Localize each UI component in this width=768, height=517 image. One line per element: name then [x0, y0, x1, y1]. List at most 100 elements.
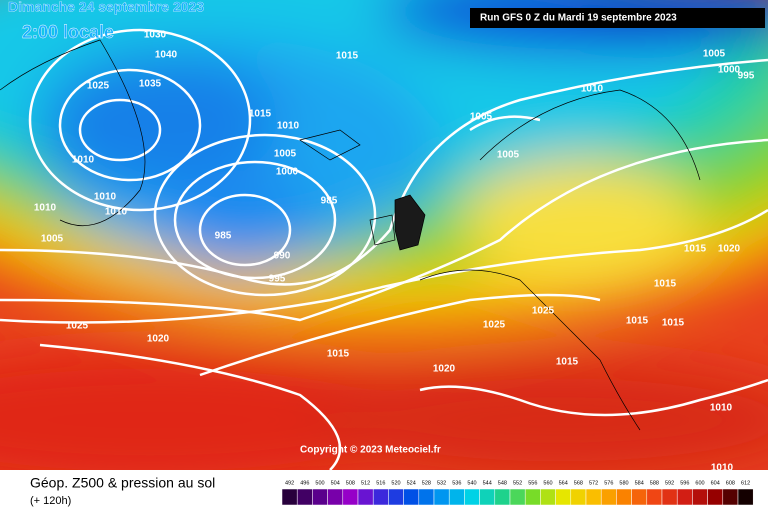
isobar-label: 1020 [147, 334, 170, 345]
colorbar-label: 528 [422, 480, 431, 486]
footer-subtitle: (+ 120h) [30, 495, 71, 507]
isobar-label: 1000 [718, 65, 741, 76]
colorbar-cell [570, 488, 587, 506]
isobar-label: 1010 [711, 463, 734, 474]
colorbar-label: 520 [391, 480, 400, 486]
colorbar-label: 572 [589, 480, 598, 486]
coastlines [0, 39, 701, 431]
map-time: 2:00 locale [22, 22, 114, 42]
colorbar-label: 540 [467, 480, 476, 486]
colorbar-label: 508 [346, 480, 355, 486]
colorbar-cell [707, 488, 724, 506]
footer-title: Géop. Z500 & pression au sol [30, 475, 215, 491]
isobar-label: 1005 [274, 149, 297, 160]
isobar-label: 1025 [532, 306, 555, 317]
colorbar-label: 576 [604, 480, 613, 486]
colorbar-cell [281, 488, 298, 506]
colorbar-cell [296, 488, 313, 506]
colorbar-label: 500 [315, 480, 324, 486]
colorbar-label: 584 [635, 480, 644, 486]
colorbar-label: 492 [285, 480, 294, 486]
isobar-labels: 1030 1040 1035 1025 1015 1010 1005 1000 1010 1010… [34, 30, 755, 474]
isobar-label: 990 [274, 251, 291, 262]
isobar-label: 1010 [710, 403, 733, 414]
colorbar-cell [312, 488, 328, 506]
isobar-label: 1015 [327, 349, 350, 360]
isobar-label: 1015 [556, 357, 579, 368]
colorbar-label: 580 [619, 480, 628, 486]
colorbar-cell [494, 488, 511, 506]
isobar-label: 1005 [703, 49, 726, 60]
isobar-label: 1015 [626, 316, 649, 327]
colorbar-label: 544 [483, 480, 492, 486]
colorbar-cell [342, 488, 359, 506]
colorbar-label: 588 [650, 480, 659, 486]
colorbar-label: 524 [407, 480, 416, 486]
colorbar-cell [464, 488, 480, 506]
colorbar-label: 568 [574, 480, 583, 486]
colorbar-label: 604 [711, 480, 720, 486]
isobar-label: 1000 [276, 167, 299, 178]
colorbar-cell [327, 488, 344, 506]
colorbar-cell [388, 488, 404, 506]
colorbar-cell [403, 488, 420, 506]
colorbar-label: 504 [331, 480, 340, 486]
colorbar-cell [737, 488, 754, 506]
colorbar-cell [555, 488, 572, 506]
colorbar-cell [524, 488, 541, 506]
colorbar-cell [616, 488, 632, 506]
map-date: Dimanche 24 septembre 2023 [8, 0, 204, 15]
colorbar: 492 496 500 504 508 512 516 520 524 528 532 536 540 5… [281, 480, 754, 506]
isobar-label: 1030 [144, 30, 167, 41]
isobars [0, 28, 768, 470]
isobar-label: 1025 [87, 81, 110, 92]
colorbar-label: 496 [300, 480, 309, 486]
colorbar-label: 608 [726, 480, 735, 486]
colorbar-cell [722, 488, 739, 506]
copyright: Copyright © 2023 Meteociel.fr [300, 445, 441, 456]
isobar-label: 1015 [662, 318, 685, 329]
colorbar-label: 536 [452, 480, 461, 486]
isobar-label: 1005 [41, 234, 64, 245]
isobar-label: 1010 [277, 121, 300, 132]
isobar-label: 1020 [718, 244, 741, 255]
run-info: Run GFS 0 Z du Mardi 19 septembre 2023 [480, 13, 677, 24]
colorbar-cell [600, 488, 617, 506]
isobar-label: 1040 [155, 50, 178, 61]
colorbar-label: 532 [437, 480, 446, 486]
colorbar-label: 564 [559, 480, 568, 486]
colorbar-label: 512 [361, 480, 370, 486]
isobar-label: 985 [321, 196, 338, 207]
isobar-label: 1025 [66, 321, 89, 332]
colorbar-cell [479, 488, 496, 506]
colorbar-cell [418, 488, 435, 506]
colorbar-cell [692, 488, 708, 506]
isobar-label: 1010 [34, 203, 57, 214]
isobar-label: 1005 [470, 112, 493, 123]
colorbar-label: 596 [680, 480, 689, 486]
isobar-label: 1035 [139, 79, 162, 90]
isobar-label: 1015 [684, 244, 707, 255]
colorbar-label: 592 [665, 480, 674, 486]
isobar-label: 1015 [336, 51, 359, 62]
colorbar-label: 556 [528, 480, 537, 486]
colorbar-label: 548 [498, 480, 507, 486]
colorbar-cell [540, 488, 556, 506]
run-box [470, 8, 765, 28]
colorbar-cell [661, 488, 678, 506]
colorbar-cell [357, 488, 374, 506]
isobar-label: 1015 [249, 109, 272, 120]
isobar-label: 1005 [497, 150, 520, 161]
isobar-label: 1010 [581, 84, 604, 95]
colorbar-label: 516 [376, 480, 385, 486]
isobar-label: 1025 [483, 320, 506, 331]
colorbar-label: 612 [741, 480, 750, 486]
isobar-label: 985 [215, 231, 232, 242]
colorbar-cell [372, 488, 389, 506]
isobar-label: 1020 [433, 364, 456, 375]
colorbar-cell [646, 488, 663, 506]
colorbar-cell [631, 488, 648, 506]
colorbar-cell [509, 488, 526, 506]
isobar-label: 1010 [94, 192, 117, 203]
